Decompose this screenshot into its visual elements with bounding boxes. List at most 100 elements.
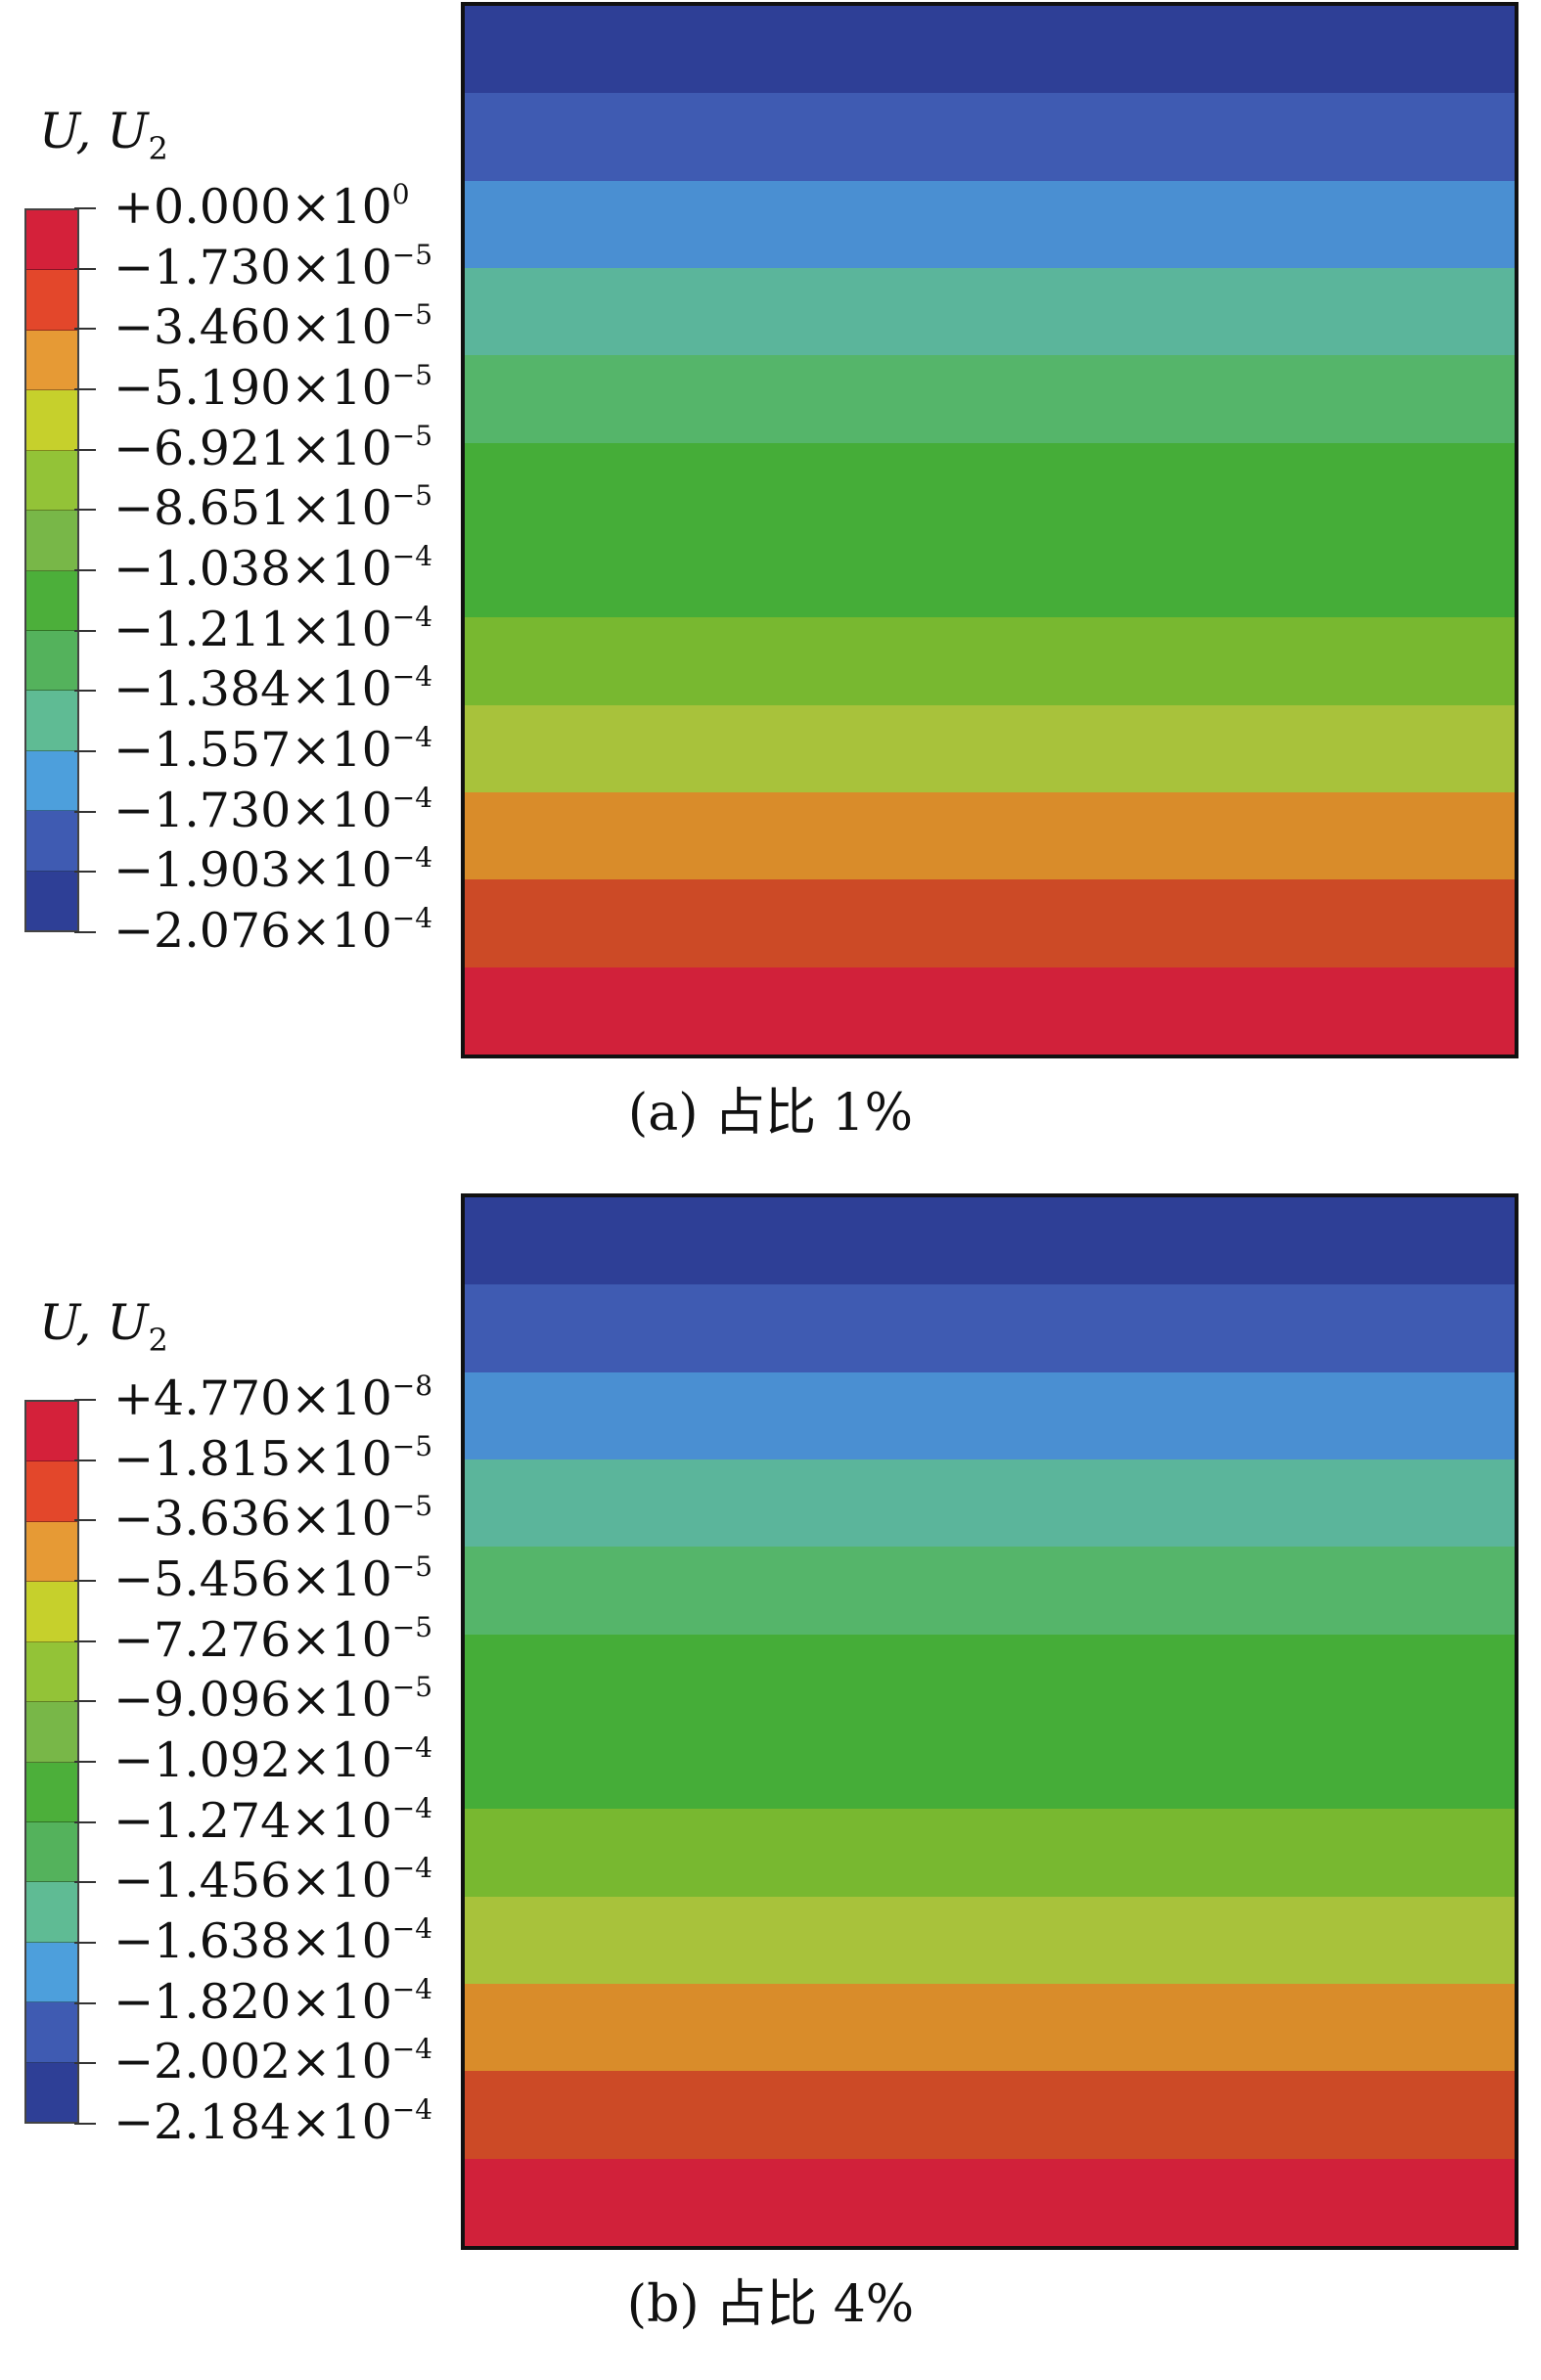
contour-band [465,879,1515,967]
legend-tick [74,1700,96,1702]
tick-label-exponent: −4 [391,1852,433,1884]
tick-label-mantissa: −3.460×10 [113,299,392,355]
legend-tick [74,2123,96,2125]
legend-title-subscript: 2 [148,1322,168,1359]
legend-tick [74,449,96,451]
legend-tick [74,630,96,632]
legend-tick [74,871,96,873]
legend-tick [74,207,96,209]
tick-label-mantissa: −1.456×10 [113,1853,392,1908]
tick-label-mantissa: −2.184×10 [113,2094,392,2150]
legend-tick-label: −1.038×10−4 [113,543,432,594]
tick-label-mantissa: −1.211×10 [113,602,392,657]
legend-tick-label: −7.276×10−5 [113,1614,432,1665]
legend-tick [74,690,96,692]
legend-tick [74,1580,96,1582]
displacement-contour-field [461,1193,1518,2250]
legend-tick [74,1942,96,1944]
legend-title-subscript: 2 [148,130,168,167]
legend-swatch [26,1762,77,1822]
contour-band [465,355,1515,443]
tick-label-mantissa: −1.638×10 [113,1913,392,1969]
legend-tick-label: −1.456×10−4 [113,1855,432,1906]
tick-label-mantissa: −1.384×10 [113,661,392,717]
tick-label-exponent: −4 [391,660,433,693]
legend-tick-label: −3.460×10−5 [113,301,432,352]
legend-tick-label: −1.820×10−4 [113,1976,432,2027]
legend-ticks [74,1399,96,2125]
tick-label-exponent: −4 [391,601,433,633]
tick-label-mantissa: −1.038×10 [113,541,392,597]
legend-tick-label: −1.638×10−4 [113,1915,432,1966]
legend-tick [74,328,96,330]
tick-label-mantissa: +0.000×10 [113,179,392,235]
contour-band [465,1197,1515,1285]
legend-tick [74,750,96,752]
tick-label-exponent: −4 [391,2033,433,2065]
tick-label-mantissa: +4.770×10 [113,1370,392,1426]
displacement-contour-field [461,2,1518,1058]
legend-tick-label: −1.274×10−4 [113,1795,432,1846]
legend-swatch [26,2002,77,2063]
contour-band [465,180,1515,268]
tick-label-mantissa: −1.730×10 [113,783,392,838]
tick-label-mantissa: −1.820×10 [113,1974,392,2030]
tick-label-exponent: 0 [391,178,410,210]
contour-band [465,2158,1515,2246]
tick-label-exponent: −4 [391,841,433,874]
tick-label-exponent: −4 [391,2093,433,2126]
tick-label-mantissa: −1.903×10 [113,842,392,898]
legend-tick-label: −1.092×10−4 [113,1734,432,1785]
legend-swatch [26,750,77,812]
contour-band [465,1371,1515,1459]
legend-swatch [26,1942,77,2003]
legend-swatch [26,511,77,571]
legend-tick-label: −5.190×10−5 [113,362,432,413]
tick-label-exponent: −4 [391,1912,433,1945]
legend-tick-labels: +0.000×100 −1.730×10−5 −3.460×10−5 −5.190×1… [113,181,432,956]
tick-label-exponent: −5 [391,1490,433,1522]
legend-tick-label: −6.921×10−5 [113,423,432,473]
legend-tick-label: −1.903×10−4 [113,844,432,895]
legend-swatch [26,1402,77,1462]
tick-label-exponent: −4 [391,540,433,572]
contour-band [465,791,1515,880]
legend-tick-label: −3.636×10−5 [113,1493,432,1544]
legend-tick-label: −1.557×10−4 [113,724,432,775]
legend-swatch [26,630,77,692]
legend-tick-label: −2.076×10−4 [113,905,432,956]
legend-swatch [26,811,77,872]
legend-tick-label: −1.730×10−4 [113,785,432,835]
contour-panel-a: U, U2 +0.000×100 −1.730×10−5 −3.460×10−5 −5… [0,0,1541,1189]
legend-swatch [26,1702,77,1763]
legend-swatch [26,691,77,751]
contour-band [465,1634,1515,1722]
legend-swatch [26,1582,77,1642]
tick-label-mantissa: −1.092×10 [113,1732,392,1788]
legend-ticks [74,207,96,933]
tick-label-mantissa: −5.190×10 [113,360,392,416]
tick-label-exponent: −5 [391,359,433,391]
panel-caption: (b) 占比 4% [626,2275,915,2334]
legend-swatch [26,1461,77,1522]
tick-label-exponent: −4 [391,782,433,814]
contour-band [465,1459,1515,1548]
contour-band [465,93,1515,181]
legend-tick [74,1399,96,1401]
legend-tick [74,1459,96,1461]
tick-label-exponent: −5 [391,239,433,271]
legend-tick-label: −2.002×10−4 [113,2036,432,2087]
contour-panel-b: U, U2 +4.770×10−8 −1.815×10−5 −3.636×10−5−… [0,1191,1541,2380]
contour-band [465,1284,1515,1372]
legend-tick [74,931,96,933]
legend-swatch [26,1882,77,1943]
legend-tick [74,1640,96,1642]
legend-swatch [26,270,77,331]
legend-tick-label: −2.184×10−4 [113,2096,432,2147]
legend-colorbar [24,1400,79,2124]
legend-tick [74,268,96,270]
tick-label-mantissa: −6.921×10 [113,421,392,476]
tick-label-mantissa: −9.096×10 [113,1672,392,1728]
tick-label-mantissa: −7.276×10 [113,1612,392,1668]
legend-tick [74,1821,96,1823]
